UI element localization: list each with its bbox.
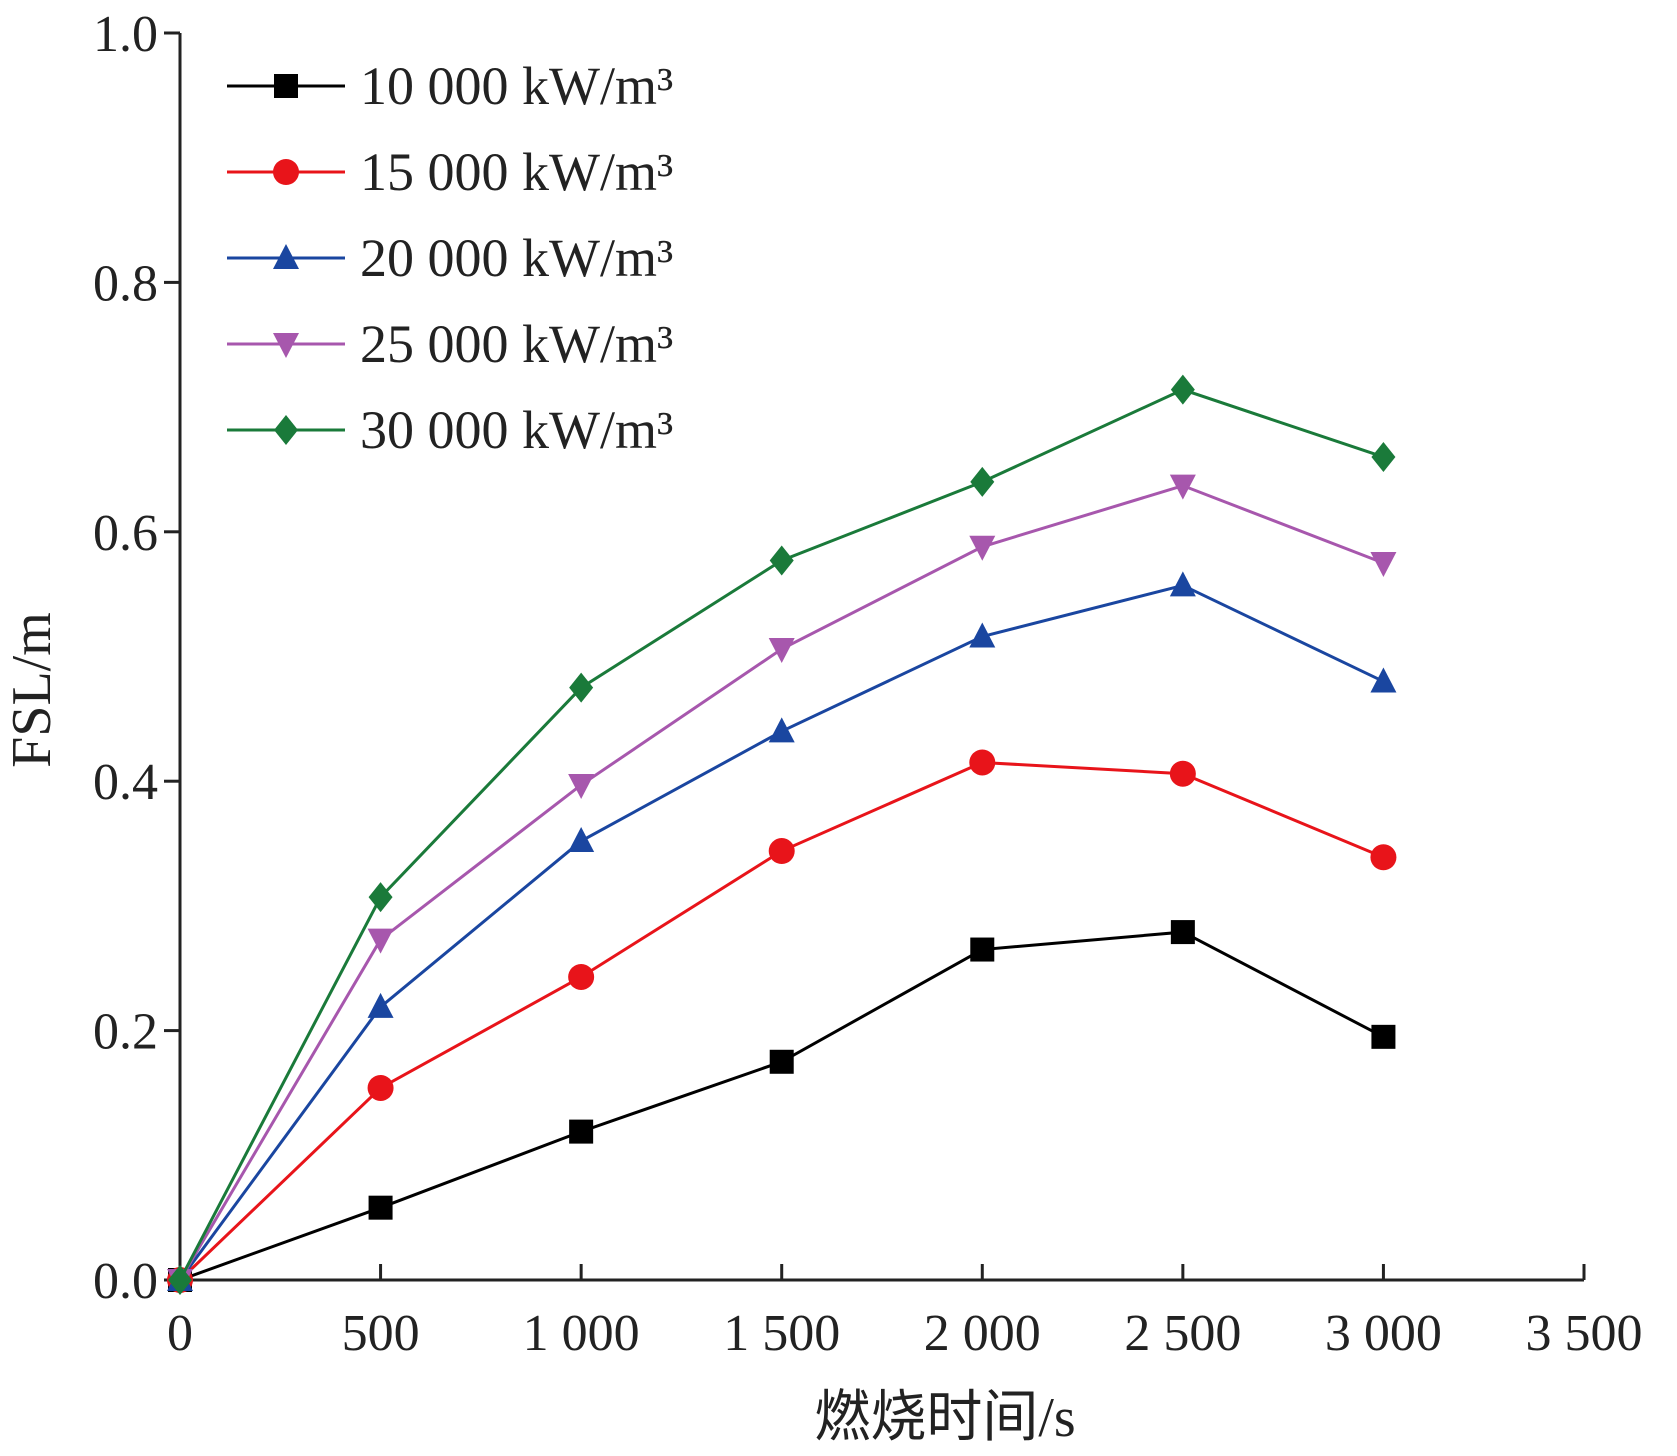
legend-marker	[274, 415, 298, 445]
y-axis-title: FSL/m	[1, 612, 63, 768]
x-tick-label: 2 500	[1124, 1305, 1241, 1362]
x-tick-label: 500	[342, 1305, 420, 1362]
legend-label: 20 000 kW/m³	[360, 228, 673, 288]
y-tick-label: 0.6	[93, 505, 158, 562]
x-tick-label: 1 500	[723, 1305, 840, 1362]
data-point	[569, 1119, 594, 1144]
data-point	[969, 749, 996, 776]
y-tick-label: 0.4	[93, 754, 158, 811]
data-point	[970, 937, 995, 962]
legend-label: 30 000 kW/m³	[360, 400, 673, 460]
legend-marker	[274, 74, 298, 98]
data-point	[969, 622, 996, 648]
legend-entry: 20 000 kW/m³	[227, 228, 673, 288]
data-point	[1170, 374, 1195, 405]
legend-label: 15 000 kW/m³	[360, 142, 673, 202]
y-tick-label: 1.0	[93, 6, 158, 63]
data-point	[568, 963, 595, 990]
data-point	[1370, 551, 1397, 577]
x-tick-label: 3 500	[1526, 1305, 1643, 1362]
data-point	[1169, 474, 1196, 500]
ticks: 0 500 1 000 1 500 2 000 2 500 3 000 3 500 0.0 0.2…	[93, 6, 1643, 1362]
data-point	[1371, 1024, 1396, 1049]
legend-marker	[273, 333, 299, 358]
y-tick-label: 0.8	[93, 255, 158, 312]
series-layer	[167, 374, 1397, 1295]
data-point	[368, 1195, 393, 1220]
legend: 10 000 kW/m³ 15 000 kW/m³ 20 000 kW/m³ 25 0…	[227, 56, 673, 460]
series-2	[167, 749, 1397, 1293]
data-point	[969, 535, 996, 561]
x-tick-label: 3 000	[1325, 1305, 1442, 1362]
x-tick-label: 1 000	[523, 1305, 640, 1362]
series-1	[168, 920, 1396, 1292]
x-axis-title: 燃烧时间/s	[814, 1387, 1075, 1449]
series-line	[178, 388, 1384, 1281]
x-tick-label: 2 000	[924, 1305, 1041, 1362]
data-point	[769, 1049, 794, 1074]
legend-entry: 25 000 kW/m³	[227, 314, 673, 374]
data-point	[768, 838, 795, 865]
series-3	[167, 571, 1397, 1291]
data-point	[1169, 571, 1196, 597]
data-point	[367, 928, 394, 954]
y-tick-label: 0.0	[93, 1253, 158, 1310]
data-point	[168, 1265, 192, 1295]
legend-label: 10 000 kW/m³	[360, 56, 673, 116]
data-point	[367, 1074, 394, 1101]
data-point	[1370, 844, 1397, 871]
data-point	[1371, 441, 1396, 472]
legend-marker	[273, 244, 299, 269]
data-point	[568, 773, 595, 799]
series-line	[178, 484, 1384, 1281]
y-tick-label: 0.2	[93, 1004, 158, 1061]
legend-label: 25 000 kW/m³	[360, 314, 673, 374]
data-point	[568, 827, 595, 853]
legend-entry: 10 000 kW/m³	[227, 56, 673, 116]
legend-marker	[273, 159, 299, 185]
data-point	[1370, 667, 1397, 693]
axes	[178, 33, 1584, 1282]
data-point	[768, 717, 795, 743]
x-tick-label: 0	[167, 1305, 193, 1362]
data-point	[970, 466, 995, 497]
data-point	[769, 545, 794, 576]
series-4	[167, 474, 1397, 1294]
legend-entry: 15 000 kW/m³	[227, 142, 673, 202]
data-point	[1169, 760, 1196, 787]
series-5	[168, 374, 1396, 1295]
data-point	[368, 882, 393, 913]
data-point	[367, 992, 394, 1018]
legend-entry: 30 000 kW/m³	[227, 400, 673, 460]
data-point	[768, 638, 795, 664]
data-point	[569, 672, 594, 703]
data-point	[1170, 920, 1195, 945]
